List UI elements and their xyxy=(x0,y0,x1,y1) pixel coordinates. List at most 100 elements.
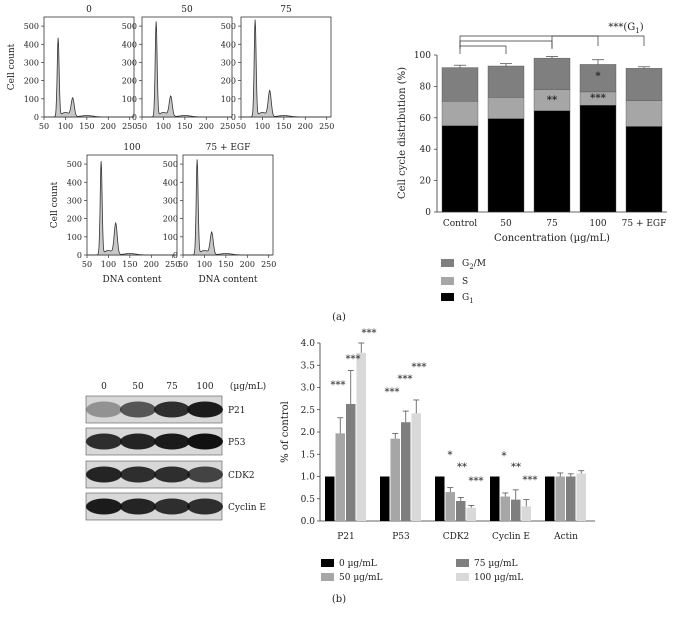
y-tick-label: 200 xyxy=(24,77,39,86)
y-tick-label: 0 xyxy=(425,208,431,218)
protein-band xyxy=(120,498,156,515)
bar xyxy=(411,413,421,521)
protein-band xyxy=(120,401,156,418)
histogram-panel: 0 0 100 200 300 400 500 50 100 150 200 250 Cell coun… xyxy=(7,5,137,131)
bar xyxy=(346,403,356,521)
bar xyxy=(521,506,531,521)
y-tick-label: 0.5 xyxy=(301,495,316,505)
y-tick-label: 2.5 xyxy=(301,406,316,416)
x-tick-label: 100 xyxy=(197,260,212,269)
bar xyxy=(380,476,390,521)
bar-segment xyxy=(441,101,479,126)
y-tick-label: 100 xyxy=(67,233,82,242)
y-tick-label: 100 xyxy=(122,95,137,104)
category-label: Cyclin E xyxy=(492,532,530,542)
histogram-title: 100 xyxy=(123,143,140,153)
category-label: P21 xyxy=(337,532,355,542)
bar-segment xyxy=(625,100,663,127)
significance-mark: ** xyxy=(511,462,521,473)
x-tick-label: 150 xyxy=(177,122,192,131)
x-tick-label: 250 xyxy=(261,260,276,269)
panel-label-b: (b) xyxy=(332,594,346,605)
x-tick-label: 50 xyxy=(236,122,246,131)
y-tick-label: 400 xyxy=(24,40,39,49)
bar-segment xyxy=(487,118,525,213)
y-tick-label: 400 xyxy=(67,178,82,187)
significance-mark: * xyxy=(448,450,453,461)
category-label: Control xyxy=(443,219,477,229)
bar xyxy=(401,422,411,521)
protein-label: CDK2 xyxy=(228,471,255,481)
significance-mark: *** xyxy=(412,362,427,373)
protein-band xyxy=(120,433,156,450)
histogram-curve xyxy=(241,19,331,118)
y-tick-label: 3.0 xyxy=(301,384,316,394)
x-tick-label: 200 xyxy=(298,122,313,131)
histogram-x-label: DNA content xyxy=(198,275,257,285)
bar-segment xyxy=(579,105,617,213)
protein-band xyxy=(187,498,223,515)
comparison-bracket xyxy=(551,35,645,48)
y-tick-label: 2.0 xyxy=(301,428,316,438)
histogram-curve xyxy=(183,159,273,256)
protein-band xyxy=(187,466,223,483)
legend-swatch xyxy=(321,559,334,567)
histogram-curve xyxy=(44,37,134,118)
y-tick-label: 0 xyxy=(34,113,39,122)
y-tick-label: 500 xyxy=(67,160,82,169)
bar xyxy=(555,476,565,521)
legend-label: S xyxy=(462,277,468,287)
protein-expression-chart: 0.0 0.5 1.0 1.5 2.0 2.5 3.0 3.5 4.0 % of control P… xyxy=(280,328,595,583)
x-tick-label: 250 xyxy=(319,122,334,131)
x-tick-label: 150 xyxy=(79,122,94,131)
x-tick-label: 200 xyxy=(240,260,255,269)
y-tick-label: 100 xyxy=(24,95,39,104)
y-tick-label: 0 xyxy=(231,113,236,122)
dose-label: 0 xyxy=(101,382,107,392)
category-label: 50 xyxy=(500,219,512,229)
y-tick-label: 300 xyxy=(24,58,39,67)
bar xyxy=(390,438,400,521)
bar-segment xyxy=(579,64,617,93)
bar xyxy=(545,476,555,521)
y-tick-label: 100 xyxy=(221,95,236,104)
protein-band xyxy=(86,401,122,418)
x-tick-label: 50 xyxy=(82,260,92,269)
x-tick-label: 200 xyxy=(199,122,214,131)
y-tick-label: 0.0 xyxy=(301,517,316,527)
panel-label-a: (a) xyxy=(332,312,346,323)
y-tick-label: 300 xyxy=(67,196,82,205)
bar-segment xyxy=(487,97,525,119)
legend-label: G1 xyxy=(462,293,474,305)
bar xyxy=(356,352,366,521)
protein-band xyxy=(86,498,122,515)
bar-segment xyxy=(533,110,571,213)
histogram-curve xyxy=(142,21,232,118)
x-tick-label: 50 xyxy=(178,260,188,269)
protein-band xyxy=(154,401,190,418)
dose-label: 50 xyxy=(132,382,144,392)
bar xyxy=(511,499,521,521)
bar-segment xyxy=(625,68,663,101)
histogram-y-label: Cell count xyxy=(7,43,17,90)
protein-band xyxy=(86,433,122,450)
x-tick-label: 200 xyxy=(101,122,116,131)
y-tick-label: 100 xyxy=(163,233,178,242)
significance-mark: *** xyxy=(346,354,361,365)
significance-mark: *** xyxy=(362,328,377,339)
legend-label: 0 µg/mL xyxy=(339,559,377,569)
x-tick-label: 200 xyxy=(144,260,159,269)
y-tick-label: 400 xyxy=(163,178,178,187)
y-tick-label: 40 xyxy=(420,145,432,155)
x-tick-label: 150 xyxy=(122,260,137,269)
y-tick-label: 200 xyxy=(122,77,137,86)
x-tick-label: 100 xyxy=(255,122,270,131)
histogram-panel: 100 0 100 200 300 400 500 50 100 150 200 250 Cell co… xyxy=(50,143,180,285)
y-tick-label: 300 xyxy=(122,58,137,67)
histogram-panel: 75 + EGF 0 100 200 300 400 500 50 100 150 200 250 DN… xyxy=(163,143,277,285)
protein-label: Cyclin E xyxy=(228,503,266,513)
category-label: P53 xyxy=(392,532,410,542)
comparison-bracket xyxy=(459,35,599,48)
bar xyxy=(500,496,510,521)
